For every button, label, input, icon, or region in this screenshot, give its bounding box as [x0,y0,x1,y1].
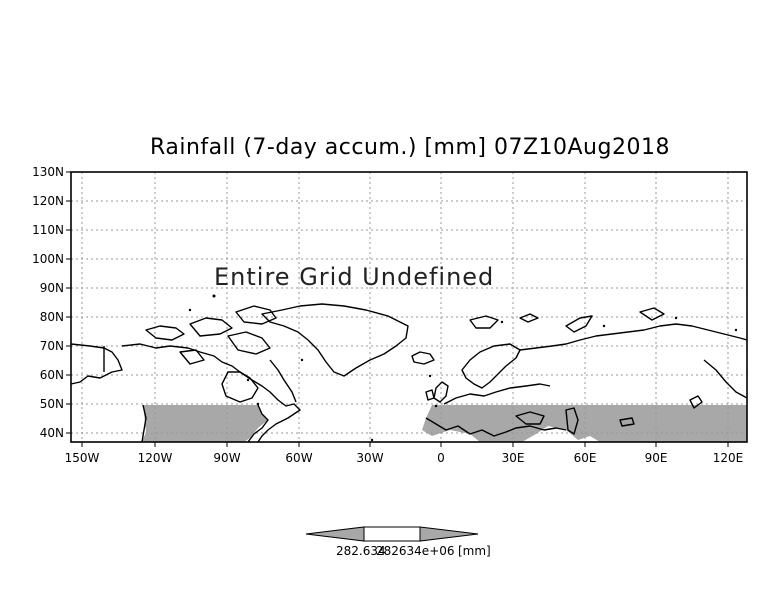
coast-alaska [70,343,123,385]
coastlines [70,303,748,443]
colorbar-unit-label: [mm] [458,544,491,558]
plot-frame [70,171,748,443]
coast-scandinavia [461,343,521,389]
y-tick-label: 130N [32,165,64,179]
x-tick-label: 90W [213,451,241,465]
coast-archipelago-2 [189,317,233,337]
x-tick-label: 90E [644,451,668,465]
y-tick-label: 40N [39,426,64,440]
x-tick-label: 30E [501,451,525,465]
mask-north-america [142,405,268,442]
undefined-grid-message: Entire Grid Undefined [214,263,495,291]
plot-area [71,172,747,442]
y-tick-label: 80N [39,310,64,324]
y-tick-label: 100N [32,252,64,266]
coast-us-west [141,404,147,443]
colorbar [305,526,479,542]
y-tick-label: 50N [39,397,64,411]
colorbar-center [363,526,421,542]
coast-ireland [425,389,435,401]
x-tick-label: 120W [137,451,173,465]
y-tick-label: 70N [39,339,64,353]
x-tick-label: 60W [285,451,313,465]
coast-baikal [689,395,703,409]
y-tick-label: 60N [39,368,64,382]
coast-archipelago-1 [145,325,185,341]
coast-canada-north [121,343,301,443]
x-tick-label: 60E [573,451,597,465]
x-tick-label: 150W [64,451,100,465]
colorbar-left-arrow [305,526,365,542]
coast-archipelago-4 [235,305,277,325]
coast-franz-josef [519,313,539,323]
coast-iceland [411,351,435,365]
coast-greenland [261,303,409,377]
coast-ne-asia [703,359,748,399]
y-tick-label: 120N [32,194,64,208]
map-title: Rainfall (7-day accum.) [mm] 07Z10Aug201… [150,135,670,160]
x-tick-label: 30W [356,451,384,465]
coast-balkhash [619,417,635,427]
coast-us-east [247,404,269,443]
y-tick-label: 90N [39,281,64,295]
coast-caspian [565,407,579,435]
colorbar-right-arrow [419,526,479,542]
coast-hudson-bay [221,371,259,403]
coast-svalbard [469,315,499,329]
colorbar-left-label: 282.634 [336,544,386,558]
coast-labrador [269,359,297,403]
coast-archipelago-3 [227,331,271,355]
coast-europe [443,383,551,405]
coast-med [425,417,567,437]
coast-novaya-zemlya [565,315,593,333]
grid-lines [71,172,747,442]
y-tick-label: 110N [32,223,64,237]
coast-black-sea [515,411,545,425]
x-tick-marks [81,442,729,447]
x-tick-label: 0 [437,451,445,465]
y-tick-marks [66,171,71,434]
coast-russia-north [519,323,748,351]
x-tick-label: 120E [712,451,744,465]
colorbar-right-label: 282634e+06 [376,544,455,558]
small-islands [188,294,738,442]
coast-severnaya [639,307,665,321]
coast-archipelago-5 [179,349,205,365]
